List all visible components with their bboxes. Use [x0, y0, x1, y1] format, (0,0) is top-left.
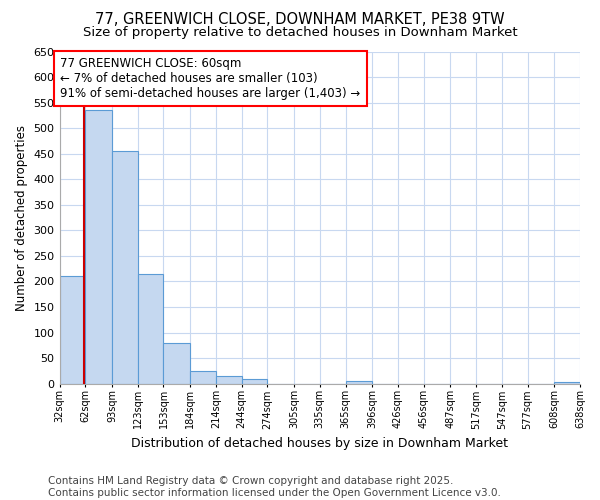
- Bar: [137, 274, 163, 384]
- Bar: [112, 151, 137, 384]
- Text: 77 GREENWICH CLOSE: 60sqm
← 7% of detached houses are smaller (103)
91% of semi-: 77 GREENWICH CLOSE: 60sqm ← 7% of detach…: [61, 56, 361, 100]
- Bar: [85, 110, 112, 384]
- Text: Size of property relative to detached houses in Downham Market: Size of property relative to detached ho…: [83, 26, 517, 39]
- Y-axis label: Number of detached properties: Number of detached properties: [15, 124, 28, 310]
- Bar: [554, 382, 580, 384]
- Bar: [242, 378, 268, 384]
- Bar: [163, 342, 190, 384]
- Bar: [216, 376, 242, 384]
- X-axis label: Distribution of detached houses by size in Downham Market: Distribution of detached houses by size …: [131, 437, 508, 450]
- Bar: [346, 381, 372, 384]
- Bar: [59, 276, 85, 384]
- Text: Contains HM Land Registry data © Crown copyright and database right 2025.
Contai: Contains HM Land Registry data © Crown c…: [48, 476, 501, 498]
- Bar: [190, 371, 216, 384]
- Text: 77, GREENWICH CLOSE, DOWNHAM MARKET, PE38 9TW: 77, GREENWICH CLOSE, DOWNHAM MARKET, PE3…: [95, 12, 505, 28]
